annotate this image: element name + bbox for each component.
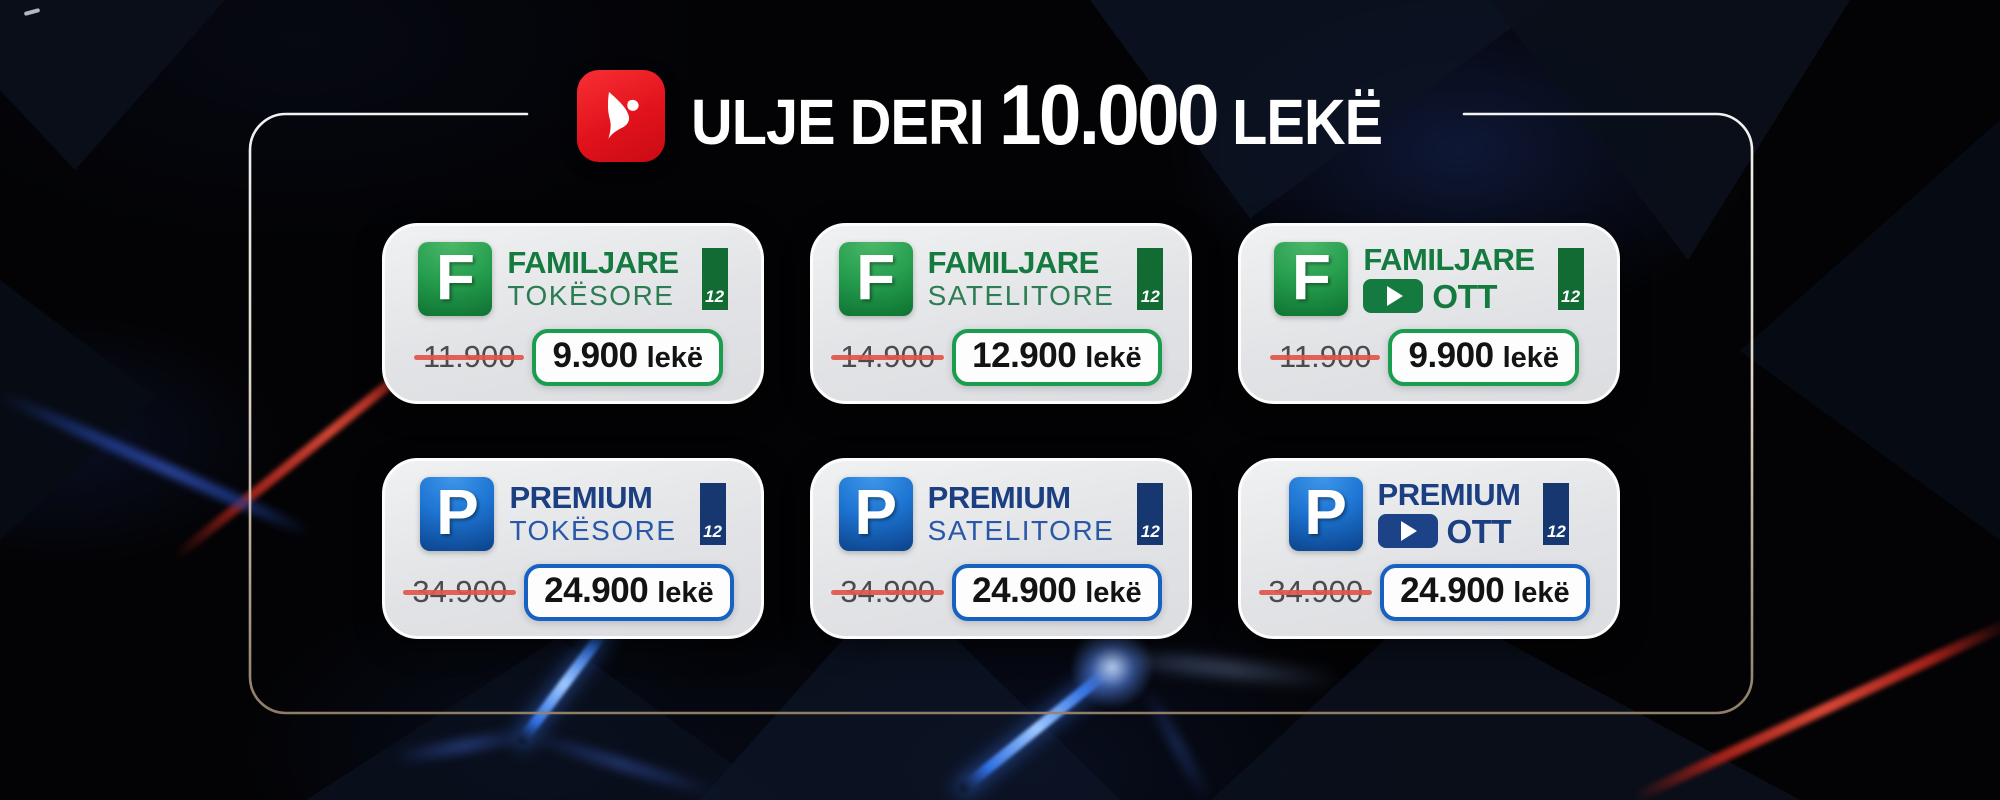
price-pill: 9.900 lekë (1388, 328, 1580, 386)
old-price: 11.900 (414, 339, 524, 374)
package-line2-ott: OTT (1363, 279, 1534, 313)
play-icon (1377, 514, 1438, 548)
term-12-badge: 12 (1557, 247, 1584, 310)
price-row: 11.900 9.900 lekë (1270, 328, 1580, 386)
old-price: 34.900 (831, 574, 944, 609)
old-price: 34.900 (1259, 574, 1372, 609)
price-pill: 24.900 lekë (524, 563, 734, 621)
card-premium-satelitore: P PREMIUM SATELITORE 12 34.900 24.900 le… (810, 458, 1192, 639)
package-letter-icon: P (1288, 476, 1363, 551)
price-pill: 12.900 lekë (952, 328, 1162, 386)
price-pill: 24.900 lekë (952, 563, 1162, 621)
bg-glow-node (1070, 625, 1154, 709)
package-name: PREMIUM TOKËSORE (509, 482, 676, 545)
package-line2: TOKËSORE (509, 515, 677, 546)
price-row: 11.900 9.900 lekë (414, 328, 724, 386)
price-currency: lekë (1513, 576, 1570, 609)
price-currency: lekë (1502, 341, 1560, 374)
price-row: 34.900 24.900 lekë (1259, 563, 1590, 621)
card-familjare-ott: F FAMILJARE OTT 12 11.900 9.900 lekë (1238, 223, 1620, 404)
package-header: P PREMIUM SATELITORE 12 (838, 476, 1164, 551)
price-value: 12.900 (972, 335, 1077, 375)
price-value: 24.900 (972, 570, 1077, 610)
package-letter-icon: P (420, 476, 495, 551)
term-12-badge: 12 (1543, 482, 1570, 545)
package-header: P PREMIUM TOKËSORE 12 (420, 476, 726, 551)
package-line1: PREMIUM (509, 480, 653, 515)
title-post: LEKË (1232, 86, 1383, 158)
ott-label: OTT (1432, 277, 1497, 315)
brand-swoosh-icon (607, 92, 639, 139)
package-letter-icon: F (418, 241, 493, 316)
ott-label: OTT (1446, 512, 1512, 550)
price-currency: lekë (657, 576, 714, 609)
price-currency: lekë (646, 341, 704, 374)
page-title: ULJE DERI 10.000 LEKË (691, 67, 1383, 165)
package-line2: TOKËSORE (507, 280, 675, 311)
price-row: 34.900 24.900 lekë (831, 563, 1162, 621)
price-row: 14.900 12.900 lekë (831, 328, 1162, 386)
package-name: FAMILJARE SATELITORE (928, 247, 1115, 310)
term-12-badge: 12 (699, 482, 726, 545)
package-name: PREMIUM OTT (1377, 477, 1521, 550)
price-pill: 9.900 lekë (532, 328, 724, 386)
package-line2: SATELITORE (927, 280, 1115, 311)
package-name: FAMILJARE OTT (1363, 242, 1535, 313)
term-12-badge: 12 (1137, 482, 1164, 545)
package-header: F FAMILJARE SATELITORE 12 (838, 241, 1164, 316)
price-row: 34.900 24.900 lekë (403, 563, 734, 621)
brand-logo (577, 70, 665, 162)
package-name: FAMILJARE TOKËSORE (507, 245, 679, 311)
old-price: 11.900 (1270, 339, 1380, 374)
term-12-badge: 12 (701, 247, 728, 310)
package-header: P PREMIUM OTT 12 (1288, 476, 1570, 551)
package-line1: PREMIUM (1377, 477, 1521, 512)
package-line1: FAMILJARE (1363, 242, 1535, 277)
price-value: 9.900 (1408, 335, 1494, 375)
package-header: F FAMILJARE OTT 12 (1274, 241, 1584, 316)
card-familjare-satelitore: F FAMILJARE SATELITORE 12 14.900 12.900 … (810, 223, 1192, 404)
price-pill: 24.900 lekë (1380, 563, 1590, 621)
title-pre: ULJE DERI (691, 86, 985, 158)
package-line2-ott: OTT (1377, 512, 1521, 550)
price-value: 24.900 (1400, 570, 1505, 610)
card-premium-ott: P PREMIUM OTT 12 34.900 24.900 lekë (1238, 458, 1620, 639)
package-letter-icon: F (1274, 241, 1349, 316)
package-line1: PREMIUM (927, 480, 1071, 515)
play-triangle-icon (1401, 521, 1418, 541)
header: ULJE DERI 10.000 LEKË (577, 68, 1459, 164)
package-letter-icon: P (838, 476, 913, 551)
play-triangle-icon (1386, 286, 1403, 306)
package-line1: FAMILJARE (927, 245, 1100, 280)
term-12-badge: 12 (1137, 247, 1164, 310)
title-amount: 10.000 (999, 68, 1219, 163)
package-line1: FAMILJARE (507, 245, 679, 280)
card-premium-tokesore: P PREMIUM TOKËSORE 12 34.900 24.900 lekë (382, 458, 764, 639)
price-value: 9.900 (552, 335, 638, 375)
price-value: 24.900 (544, 570, 649, 610)
old-price: 14.900 (831, 339, 944, 374)
card-familjare-tokesore: F FAMILJARE TOKËSORE 12 11.900 9.900 lek… (382, 223, 764, 404)
play-icon (1363, 279, 1424, 313)
price-currency: lekë (1085, 576, 1142, 609)
package-name: PREMIUM SATELITORE (928, 482, 1115, 545)
package-letter-icon: F (838, 241, 913, 316)
old-price: 34.900 (403, 574, 516, 609)
package-header: F FAMILJARE TOKËSORE 12 (418, 241, 728, 316)
price-currency: lekë (1085, 341, 1142, 374)
package-line2: SATELITORE (927, 515, 1115, 546)
